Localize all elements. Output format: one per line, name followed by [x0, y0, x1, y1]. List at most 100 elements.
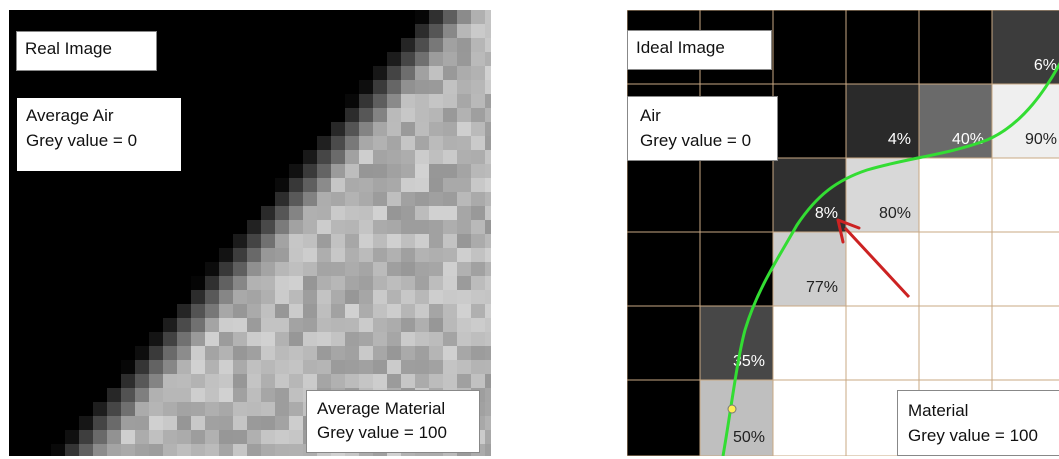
real-pixel [485, 164, 491, 178]
real-pixel [303, 192, 317, 206]
voxel-cell [918, 231, 993, 307]
real-pixel [415, 178, 429, 192]
real-pixel [289, 388, 303, 402]
real-pixel [233, 304, 247, 318]
real-pixel [331, 276, 345, 290]
real-pixel [345, 178, 359, 192]
real-pixel [359, 248, 373, 262]
real-material-label: Average Material Grey value = 100 [306, 390, 480, 453]
real-pixel [485, 276, 491, 290]
real-pixel [429, 234, 443, 248]
real-pixel [289, 192, 303, 206]
real-pixel [429, 346, 443, 360]
real-pixel [373, 178, 387, 192]
real-pixel [373, 136, 387, 150]
real-pixel [471, 108, 485, 122]
real-pixel [303, 178, 317, 192]
real-pixel [429, 262, 443, 276]
real-pixel [177, 402, 191, 416]
real-pixel [135, 346, 149, 360]
real-pixel [219, 430, 233, 444]
real-pixel [415, 38, 429, 52]
real-pixel [289, 276, 303, 290]
ideal-image-title-text: Ideal Image [636, 38, 725, 57]
real-pixel [359, 108, 373, 122]
real-pixel [415, 136, 429, 150]
real-pixel [401, 80, 415, 94]
real-pixel [219, 416, 233, 430]
real-pixel [359, 374, 373, 388]
real-pixel [219, 276, 233, 290]
real-pixel [289, 290, 303, 304]
real-pixel [443, 332, 457, 346]
real-pixel [275, 374, 289, 388]
real-image-panel: Real Image Average Air Grey value = 0 Av… [9, 10, 491, 456]
real-pixel [219, 374, 233, 388]
real-pixel [485, 66, 491, 80]
real-pixel [387, 206, 401, 220]
real-pixel [415, 192, 429, 206]
real-pixel [275, 290, 289, 304]
real-pixel [191, 304, 205, 318]
real-pixel [177, 444, 191, 456]
real-pixel [163, 388, 177, 402]
real-pixel [471, 318, 485, 332]
voxel-cell [627, 157, 701, 233]
real-pixel [373, 234, 387, 248]
real-pixel [177, 416, 191, 430]
real-pixel [289, 220, 303, 234]
voxel-percent-label: 8% [815, 205, 838, 222]
real-pixel [429, 38, 443, 52]
real-pixel [401, 206, 415, 220]
real-pixel [401, 332, 415, 346]
real-pixel [443, 192, 457, 206]
real-pixel [401, 304, 415, 318]
real-pixel [205, 360, 219, 374]
real-pixel [457, 248, 471, 262]
ideal-air-label-line2: Grey value = 0 [640, 131, 752, 150]
real-pixel [149, 374, 163, 388]
real-pixel [471, 206, 485, 220]
real-pixel [373, 248, 387, 262]
real-pixel [387, 164, 401, 178]
real-pixel [429, 122, 443, 136]
real-pixel [177, 388, 191, 402]
real-pixel [177, 374, 191, 388]
real-pixel [359, 164, 373, 178]
real-pixel [65, 444, 79, 456]
real-pixel [149, 388, 163, 402]
real-pixel [275, 430, 289, 444]
real-pixel [233, 346, 247, 360]
real-pixel [401, 360, 415, 374]
real-pixel [289, 374, 303, 388]
real-pixel [373, 80, 387, 94]
real-pixel [485, 122, 491, 136]
real-material-label-line1: Average Material [317, 399, 446, 418]
real-pixel [471, 38, 485, 52]
voxel-cell [699, 379, 774, 456]
real-pixel [443, 304, 457, 318]
real-pixel [485, 318, 491, 332]
real-pixel [191, 332, 205, 346]
boundary-curve [721, 62, 1059, 456]
real-pixel [51, 444, 65, 456]
voxel-cell [699, 231, 774, 307]
real-pixel [429, 318, 443, 332]
real-pixel [163, 346, 177, 360]
real-pixel [121, 416, 135, 430]
real-pixel [443, 80, 457, 94]
real-pixel [401, 374, 415, 388]
real-pixel [191, 402, 205, 416]
real-pixel [457, 220, 471, 234]
real-pixel [485, 52, 491, 66]
real-pixel [359, 360, 373, 374]
real-pixel [247, 332, 261, 346]
real-pixel [303, 360, 317, 374]
real-pixel [359, 346, 373, 360]
real-pixel [429, 290, 443, 304]
real-pixel [121, 374, 135, 388]
real-pixel [387, 318, 401, 332]
ideal-image-panel: 6% 4% 40% 90% 8% 80% 77% 35% 50% Ideal Image Air… [627, 10, 1059, 456]
real-pixel [275, 346, 289, 360]
real-pixel [317, 234, 331, 248]
